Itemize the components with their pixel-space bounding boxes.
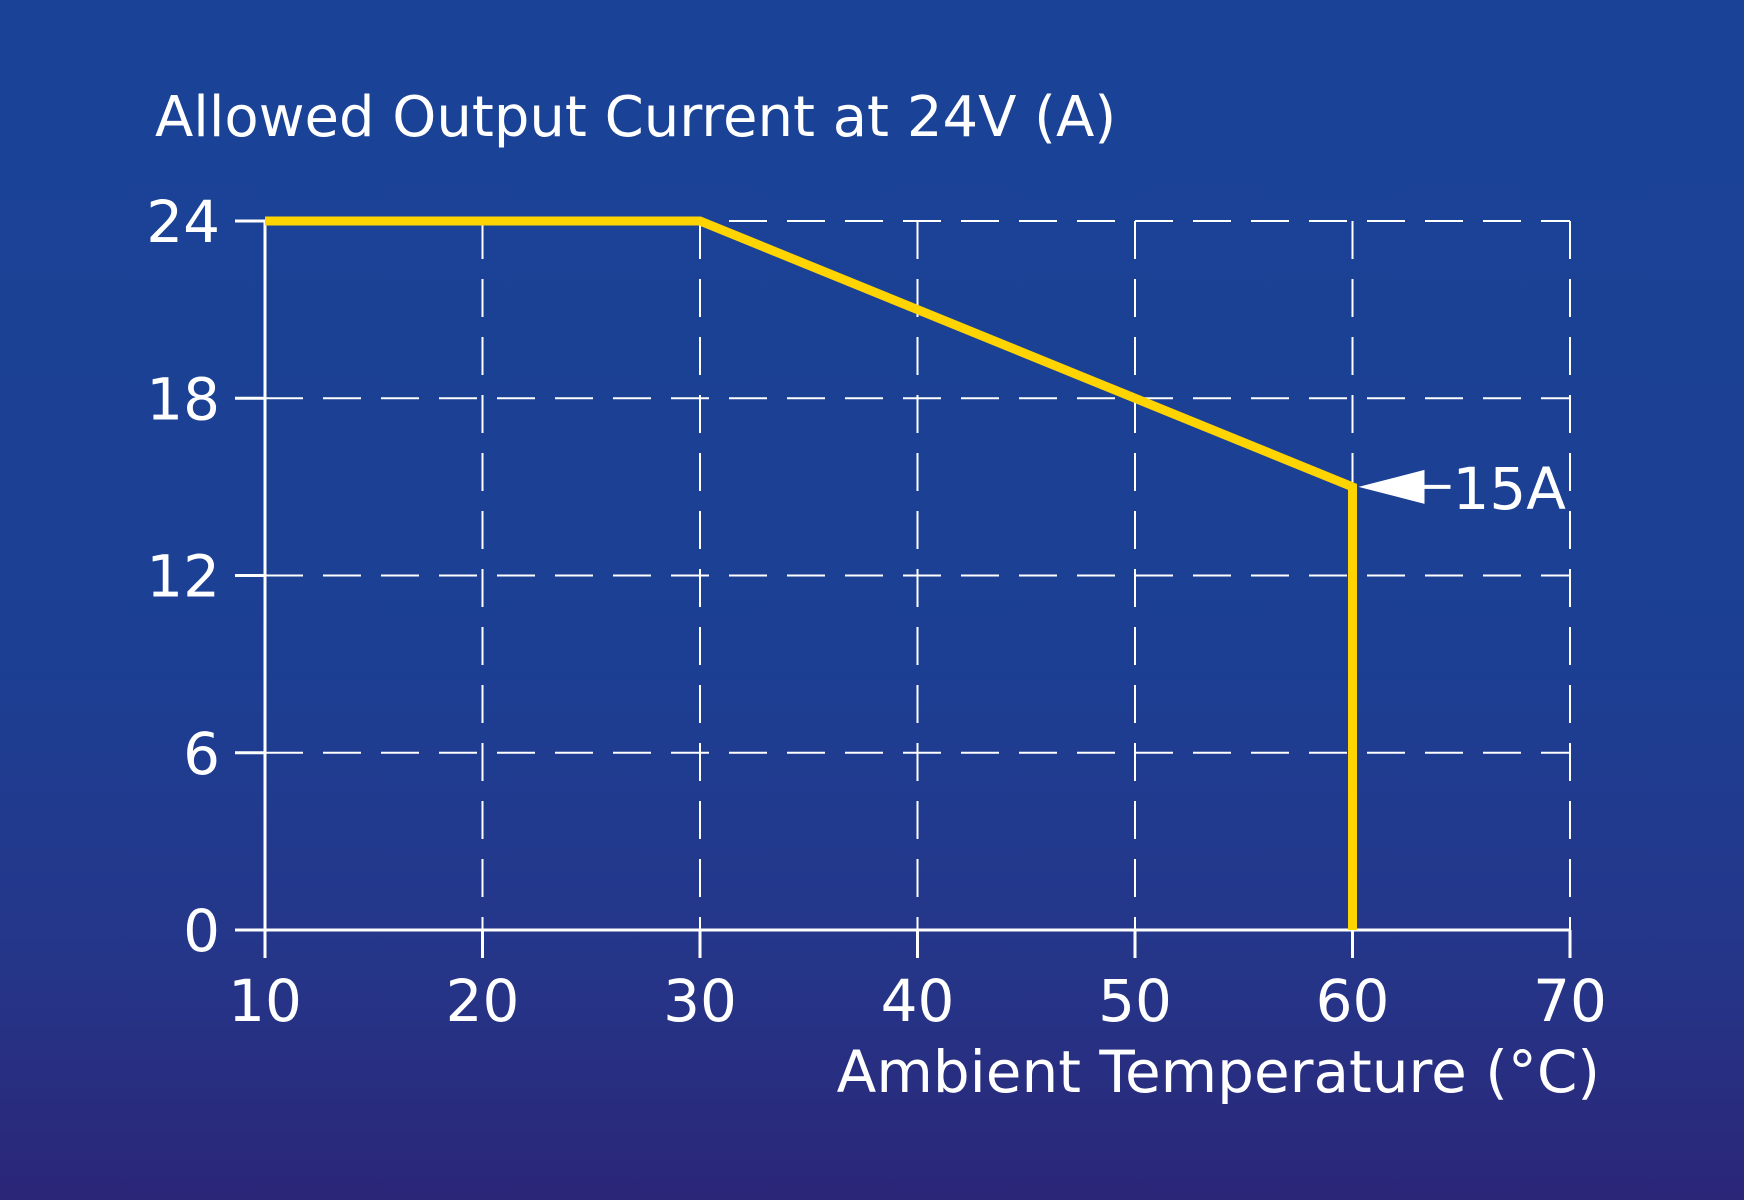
tick-labels: 10 20 30 40 50 60 70 0 6 12 18 24 <box>146 188 1607 1035</box>
y-tick-label: 0 <box>183 897 220 965</box>
chart-title: Allowed Output Current at 24V (A) <box>155 85 1116 150</box>
y-tick-label: 6 <box>183 720 220 788</box>
grid <box>265 220 1571 930</box>
annotation-arrow-head <box>1358 469 1425 504</box>
y-tick-label: 18 <box>146 365 220 433</box>
x-tick-label: 70 <box>1533 967 1607 1035</box>
annotations: 15A <box>1358 455 1567 523</box>
y-tick-label: 24 <box>146 188 220 256</box>
axes <box>235 219 1572 958</box>
annotation-label: 15A <box>1453 455 1567 523</box>
derating-curve <box>265 216 1357 930</box>
x-tick-label: 20 <box>446 967 520 1035</box>
x-tick-label: 10 <box>228 967 302 1035</box>
x-tick-label: 60 <box>1316 967 1390 1035</box>
x-tick-label: 40 <box>881 967 955 1035</box>
x-tick-label: 50 <box>1098 967 1172 1035</box>
x-tick-label: 30 <box>663 967 737 1035</box>
series <box>265 216 1357 930</box>
y-tick-label: 12 <box>146 543 220 611</box>
x-axis-label: Ambient Temperature (°C) <box>837 1038 1600 1106</box>
